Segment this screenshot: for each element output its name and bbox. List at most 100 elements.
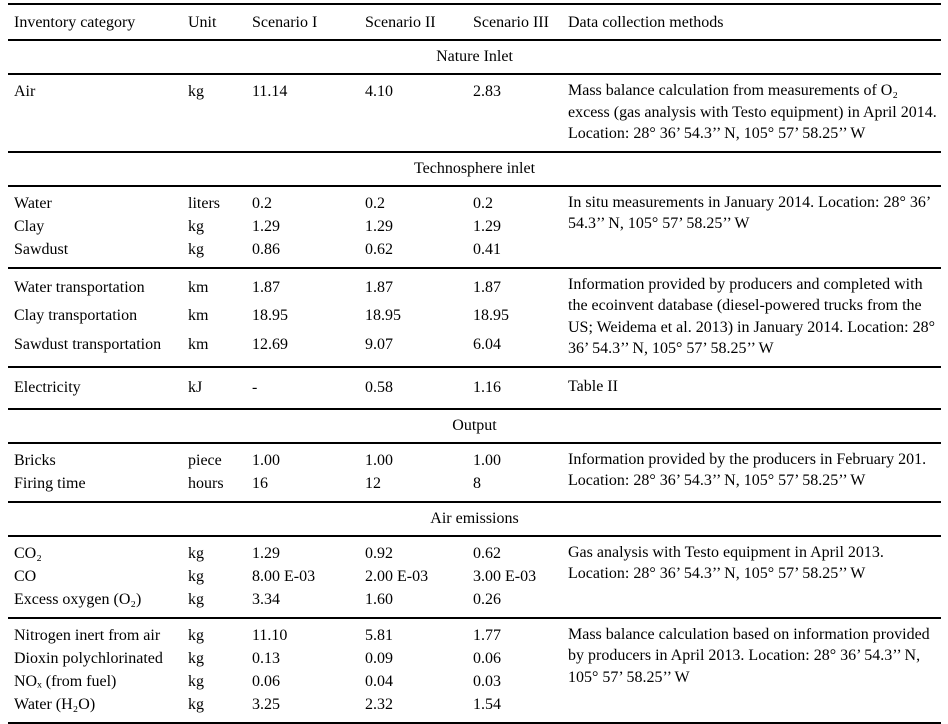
group-products: Bricks piece 1.00 1.00 1.00 Firing time hours 1…	[8, 444, 941, 501]
unit-cell: kg	[188, 590, 204, 608]
scenario-2-cell: 5.81	[365, 626, 393, 644]
method-cell: Gas analysis with Testo equipment in Apr…	[568, 542, 941, 611]
scenario-1-cell: 1.29	[252, 544, 280, 562]
scenario-2-cell: 2.32	[365, 695, 393, 713]
unit-cell: kJ	[188, 378, 203, 396]
method-text: In situ measurements in January 2014. Lo…	[568, 193, 931, 233]
unit-cell: kg	[188, 217, 204, 235]
scenario-2-cell: 0.62	[365, 240, 393, 258]
scenario-3-cell: 1.16	[473, 378, 501, 396]
scenario-3-cell: 6.04	[473, 335, 501, 353]
column-header-inventory-category: Inventory category	[14, 14, 136, 31]
group-transportation: Water transportation km 1.87 1.87 1.87 Clay t…	[8, 266, 941, 366]
category-cell: Clay transportation	[14, 307, 138, 324]
table-row: Excess oxygen (O₂) kg 3.34 1.60 0.26	[8, 588, 568, 611]
category-cell: CO	[14, 567, 37, 585]
scenario-3-cell: 1.54	[473, 695, 501, 713]
scenario-2-cell: 0.58	[365, 378, 393, 396]
table-row: CO kg 8.00 E-03 2.00 E-03 3.00 E-03	[8, 565, 568, 588]
scenario-3-cell: 0.06	[473, 649, 501, 667]
scenario-3-cell: 0.62	[473, 544, 501, 562]
table-row: NOₓ (from fuel) kg 0.06 0.04 0.03	[8, 670, 568, 693]
scenario-2-cell: 1.29	[365, 217, 393, 235]
section-title: Air emissions	[8, 503, 941, 537]
scenario-3-cell: 0.26	[473, 590, 501, 608]
method-text: Table II	[568, 377, 618, 395]
table-row: Air kg 11.14 4.10 2.83	[8, 80, 568, 103]
scenario-3-cell: 3.00 E-03	[473, 567, 537, 585]
method-cell: In situ measurements in January 2014. Lo…	[568, 192, 941, 261]
scenario-2-cell: 2.00 E-03	[365, 567, 429, 585]
table-row: Nitrogen inert from air kg 11.10 5.81 1.77	[8, 624, 568, 647]
table-row: Water liters 0.2 0.2 0.2	[8, 192, 568, 215]
scenario-1-cell: 11.14	[252, 83, 288, 100]
group-raw-materials: Water liters 0.2 0.2 0.2 Clay kg 1.29 1.29 1.29 Sa…	[8, 187, 941, 267]
group-combustion-gases: CO₂ kg 1.29 0.92 0.62 CO kg 8.00 E-03 2.00 E-03 3…	[8, 537, 941, 617]
scenario-2-cell: 18.95	[365, 307, 401, 324]
column-header-unit: Unit	[188, 14, 217, 31]
scenario-3-cell: 0.41	[473, 240, 501, 258]
unit-cell: km	[188, 307, 209, 324]
unit-cell: piece	[188, 451, 222, 469]
method-cell: Information provided by the producers in…	[568, 449, 941, 495]
table-section-technosphere-inlet: Technosphere inlet Water liters 0.2 0.2 0.2 Cl…	[8, 150, 941, 408]
unit-cell: kg	[188, 626, 204, 644]
scenario-2-cell: 12	[365, 474, 381, 492]
category-cell: Water (H₂O)	[14, 695, 96, 713]
category-cell: Sawdust transportation	[14, 335, 162, 353]
method-text: Mass balance calculation based on inform…	[568, 625, 930, 686]
inventory-table: Inventory category Unit Scenario I Scena…	[8, 3, 941, 724]
unit-cell: kg	[188, 544, 204, 562]
scenario-1-cell: 0.2	[252, 194, 272, 212]
scenario-1-cell: 12.69	[252, 335, 288, 353]
table-row: Firing time hours 16 12 8	[8, 472, 568, 495]
row-group: CO₂ kg 1.29 0.92 0.62 CO kg 8.00 E-03 2.00 E-03 3…	[8, 542, 568, 611]
scenario-1-cell: 0.86	[252, 240, 280, 258]
scenario-2-cell: 0.04	[365, 672, 393, 690]
section-title: Nature Inlet	[8, 41, 941, 75]
category-cell: CO₂	[14, 544, 42, 562]
scenario-2-cell: 0.92	[365, 544, 393, 562]
scenario-1-cell: -	[252, 378, 258, 396]
scenario-3-cell: 1.87	[473, 278, 501, 296]
column-header-scenario-3: Scenario III	[473, 14, 549, 31]
unit-cell: kg	[188, 672, 204, 690]
unit-cell: km	[188, 335, 209, 353]
scenario-3-cell: 8	[473, 474, 481, 492]
row-group: Air kg 11.14 4.10 2.83	[8, 80, 568, 145]
table-row: CO₂ kg 1.29 0.92 0.62	[8, 542, 568, 565]
scenario-1-cell: 1.29	[252, 217, 280, 235]
scenario-3-cell: 1.00	[473, 451, 501, 469]
scenario-2-cell: 9.07	[365, 335, 393, 353]
table-header-row: Inventory category Unit Scenario I Scena…	[8, 5, 941, 39]
category-cell: Excess oxygen (O₂)	[14, 590, 142, 608]
category-cell: Clay	[14, 217, 45, 235]
scenario-1-cell: 0.06	[252, 672, 280, 690]
unit-cell: kg	[188, 695, 204, 713]
table-section-air-emissions: Air emissions CO₂ kg 1.29 0.92 0.62 CO kg 8.00 E…	[8, 500, 941, 722]
table-row: Water transportation km 1.87 1.87 1.87	[8, 276, 568, 299]
scenario-3-cell: 0.2	[473, 194, 493, 212]
scenario-1-cell: 8.00 E-03	[252, 567, 316, 585]
category-cell: Sawdust	[14, 240, 69, 258]
method-text: Information provided by the producers in…	[568, 450, 927, 490]
unit-cell: kg	[188, 240, 204, 258]
scenario-2-cell: 0.09	[365, 649, 393, 667]
table-row: Dioxin polychlorinated kg 0.13 0.09 0.06	[8, 647, 568, 670]
column-header-scenario-2: Scenario II	[365, 14, 436, 31]
table-row: Clay kg 1.29 1.29 1.29	[8, 215, 568, 238]
category-cell: Firing time	[14, 474, 86, 492]
section-title: Output	[8, 410, 941, 444]
category-cell: Water	[14, 194, 52, 212]
row-group: Nitrogen inert from air kg 11.10 5.81 1.77 Di…	[8, 624, 568, 716]
column-header-scenario-1: Scenario I	[252, 14, 318, 31]
scenario-3-cell: 18.95	[473, 307, 509, 324]
scenario-1-cell: 3.25	[252, 695, 280, 713]
row-group: Bricks piece 1.00 1.00 1.00 Firing time hours 1…	[8, 449, 568, 495]
category-cell: NOₓ (from fuel)	[14, 672, 117, 690]
row-group: Electricity kJ - 0.58 1.16	[8, 376, 568, 399]
category-cell: Bricks	[14, 451, 56, 469]
table-row: Sawdust transportation km 12.69 9.07 6.04	[8, 333, 568, 356]
scenario-3-cell: 1.77	[473, 626, 501, 644]
